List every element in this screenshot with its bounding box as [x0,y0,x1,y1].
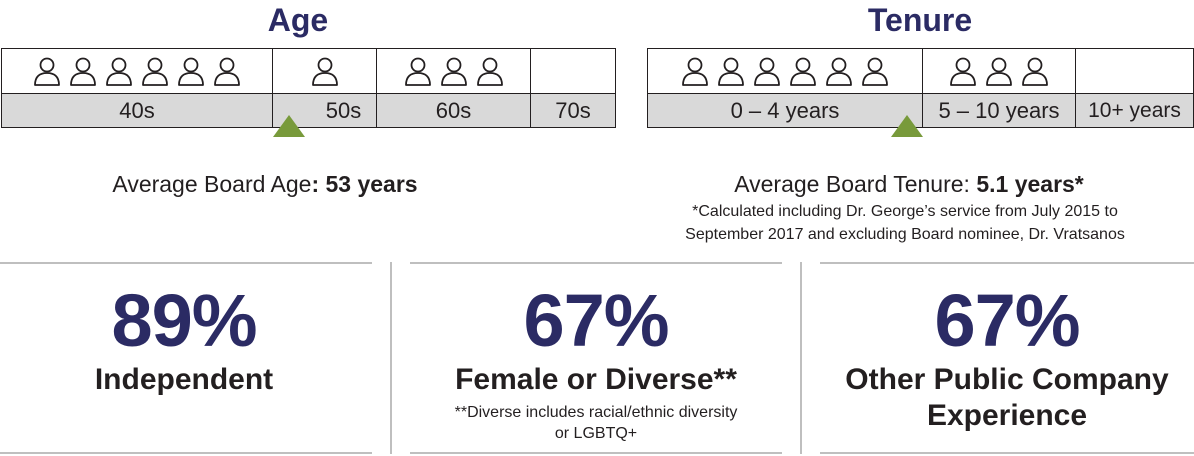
panel1-top-rule [0,262,372,264]
person-outline-icon [950,57,976,86]
person-outline-icon [178,57,204,86]
stat-public-company-value: 67% [934,279,1080,362]
stat-independent-value: 89% [111,279,257,362]
age-grid: 40s 50s 60s 70s [1,48,616,128]
person-outline-icon [718,57,744,86]
age-average-marker [273,115,305,137]
panel2-top-rule [410,262,782,264]
tenure-average-value: 5.1 years* [976,171,1084,197]
person-outline-icon [70,57,96,86]
tenure-label-0-4: 0 – 4 years [648,94,922,127]
stat-public-company: 67% Other Public Company Experience [820,284,1194,434]
stat-public-company-label-line1: Other Public Company [845,363,1169,396]
person-outline-icon [754,57,780,86]
stat-diverse: 67% Female or Diverse** **Diverse includ… [410,284,782,444]
tenure-col-0-4: 0 – 4 years [648,49,923,127]
tenure-footnote-line1: *Calculated including Dr. George’s servi… [692,203,1118,220]
panel2-bottom-rule [410,452,782,454]
stat-diverse-value: 67% [523,279,669,362]
age-average-value: : 53 years [311,171,418,197]
divider-1 [390,262,392,454]
age-col-40s: 40s [2,49,273,127]
person-outline-icon [790,57,816,86]
tenure-average-prefix: Average Board Tenure: [734,171,977,197]
tenure-icons-0-4 [648,49,922,94]
person-outline-icon [862,57,888,86]
age-icons-40s [2,49,272,94]
age-col-50s: 50s [273,49,377,127]
person-outline-icon [34,57,60,86]
divider-2 [800,262,802,454]
stat-independent-label: Independent [94,363,274,396]
age-col-60s: 60s [377,49,531,127]
tenure-col-5-10: 5 – 10 years [923,49,1076,127]
tenure-average-marker [891,115,923,137]
tenure-icons-10plus [1076,49,1193,94]
panel3-bottom-rule [820,452,1194,454]
stat-diverse-note-line2: or LGBTQ+ [554,425,638,442]
age-icons-60s [377,49,530,94]
tenure-footnote-line2: September 2017 and excluding Board nomin… [685,226,1125,243]
age-label-70s: 70s [531,94,615,127]
tenure-heading: Tenure [867,2,973,38]
age-label-60s: 60s [377,94,530,127]
stat-diverse-note-line1: **Diverse includes racial/ethnic diversi… [454,404,738,421]
person-outline-icon [826,57,852,86]
tenure-label-10plus: 10+ years [1076,94,1193,127]
person-outline-icon [476,57,503,86]
tenure-col-10plus: 10+ years [1076,49,1193,127]
person-outline-icon [440,57,467,86]
age-heading: Age [267,2,329,38]
person-outline-icon [986,57,1012,86]
person-outline-icon [404,57,431,86]
person-outline-icon [682,57,708,86]
stat-independent: 89% Independent [0,284,368,398]
person-outline-icon [1022,57,1048,86]
person-outline-icon [311,57,338,86]
panel1-bottom-rule [0,452,372,454]
age-col-70s: 70s [531,49,615,127]
tenure-label-5-10: 5 – 10 years [923,94,1075,127]
tenure-average: Average Board Tenure: 5.1 years* [647,171,1171,198]
tenure-footnote: *Calculated including Dr. George’s servi… [640,200,1170,246]
stat-public-company-label-line2: Experience [926,399,1088,432]
stat-diverse-label: Female or Diverse** [455,363,737,396]
tenure-icons-5-10 [923,49,1075,94]
person-outline-icon [214,57,240,86]
age-icons-50s [273,49,376,94]
person-outline-icon [142,57,168,86]
age-average: Average Board Age: 53 years [0,171,530,198]
age-icons-70s [531,49,615,94]
age-label-40s: 40s [2,94,272,127]
age-average-prefix: Average Board Age [112,171,312,197]
person-outline-icon [106,57,132,86]
panel3-top-rule [820,262,1194,264]
